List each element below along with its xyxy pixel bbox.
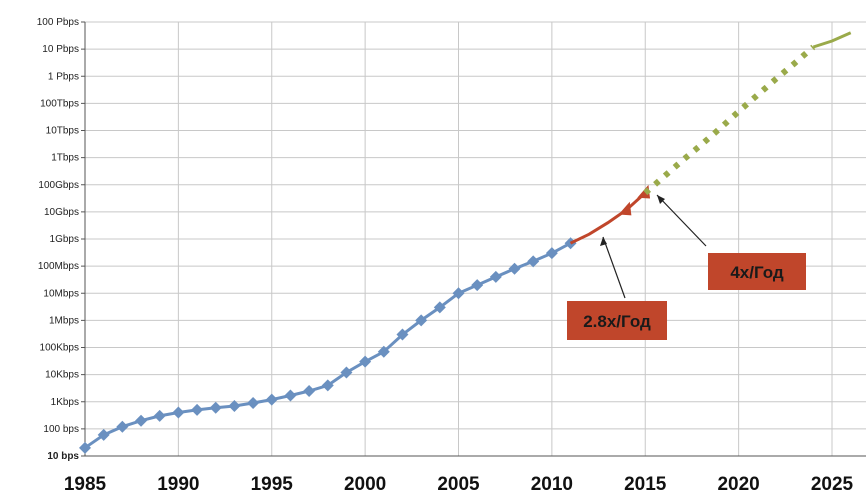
data-point-diamond (433, 301, 446, 314)
y-tick-label: 10Gbps (44, 207, 79, 218)
x-tick-label: 2020 (717, 474, 759, 495)
data-point-diamond (191, 403, 204, 416)
annotation-arrowhead (657, 195, 665, 204)
data-point-diamond (209, 401, 222, 414)
y-tick-labels: 10 bps 100 bps 1Kbps 10Kbps 100Kbps 1Mbps 10Mb… (37, 17, 80, 462)
data-point-diamond (153, 409, 166, 422)
data-point-diamond (247, 396, 260, 409)
annotation-label: 4x/Год (730, 263, 784, 282)
data-point-diamond (340, 366, 353, 379)
x-tick-labels: 1985 1990 1995 2000 2005 2010 2015 2020 2025 (64, 474, 854, 495)
x-tick-label: 1985 (64, 474, 107, 495)
data-point-diamond (284, 389, 297, 402)
x-tick-label: 2000 (344, 474, 386, 495)
data-point-diamond (116, 420, 129, 433)
annotation-arrowhead (600, 237, 607, 246)
data-point-diamond (228, 399, 241, 412)
y-tick-label: 1Tbps (51, 153, 79, 164)
y-tick-label: 1 Pbps (48, 71, 79, 82)
y-tick-label: 10Mbps (43, 288, 79, 299)
data-point-triangle (618, 201, 632, 216)
data-point-diamond (545, 247, 558, 260)
data-point-diamond (415, 314, 428, 327)
data-point-diamond (172, 406, 185, 419)
data-point-diamond (489, 270, 502, 283)
y-tick-label: 1Kbps (51, 397, 79, 408)
y-tick-label: 10 Pbps (42, 44, 79, 55)
y-tick-label: 100Gbps (38, 180, 79, 191)
data-point-diamond (508, 262, 521, 275)
data-point-diamond (396, 328, 409, 341)
y-tick-label: 100 bps (43, 424, 79, 435)
x-tick-label: 2010 (531, 474, 573, 495)
series-line-green-solid (812, 31, 852, 49)
data-point-diamond (321, 379, 334, 392)
data-point-diamond (471, 279, 484, 292)
annotations: 2.8x/Год 4x/Год (567, 194, 806, 340)
annotation-arrow (602, 236, 626, 299)
y-tick-label: 10Tbps (46, 126, 79, 137)
annotation-4x: 4x/Год (656, 194, 806, 290)
x-tick-label: 2025 (811, 474, 854, 495)
data-point-diamond (97, 428, 110, 441)
x-tick-label: 1990 (157, 474, 199, 495)
axes (84, 22, 866, 457)
data-point-diamond (527, 255, 540, 268)
grid (81, 21, 866, 457)
data-point-diamond (359, 355, 372, 368)
annotation-arrow (656, 194, 707, 247)
annotation-box (567, 301, 667, 340)
y-tick-label: 1Gbps (50, 234, 79, 245)
series-line-red (569, 191, 647, 245)
y-tick-label: 100Tbps (40, 98, 79, 109)
y-tick-label: 100 Pbps (37, 17, 79, 28)
x-tick-label: 1995 (251, 474, 294, 495)
data-point-diamond (265, 393, 278, 406)
x-tick-label: 2005 (437, 474, 480, 495)
x-tick-label: 2015 (624, 474, 667, 495)
data-point-diamond (452, 287, 465, 300)
data-point-diamond (303, 384, 316, 397)
y-tick-label: 100Mbps (38, 261, 79, 272)
data-point-diamond (135, 414, 148, 427)
y-tick-label: 1Mbps (49, 315, 79, 326)
data-point-diamond (377, 345, 390, 358)
annotation-2-8x: 2.8x/Год (567, 236, 667, 340)
y-tick-label: 10 bps (47, 451, 79, 462)
annotation-label: 2.8x/Год (583, 312, 651, 331)
series (79, 31, 852, 454)
annotation-box (708, 253, 806, 290)
y-tick-label: 100Kbps (40, 343, 79, 354)
data-point-diamond (79, 441, 91, 454)
series-line-green-dotted (643, 44, 816, 196)
y-tick-label: 10Kbps (45, 370, 79, 381)
